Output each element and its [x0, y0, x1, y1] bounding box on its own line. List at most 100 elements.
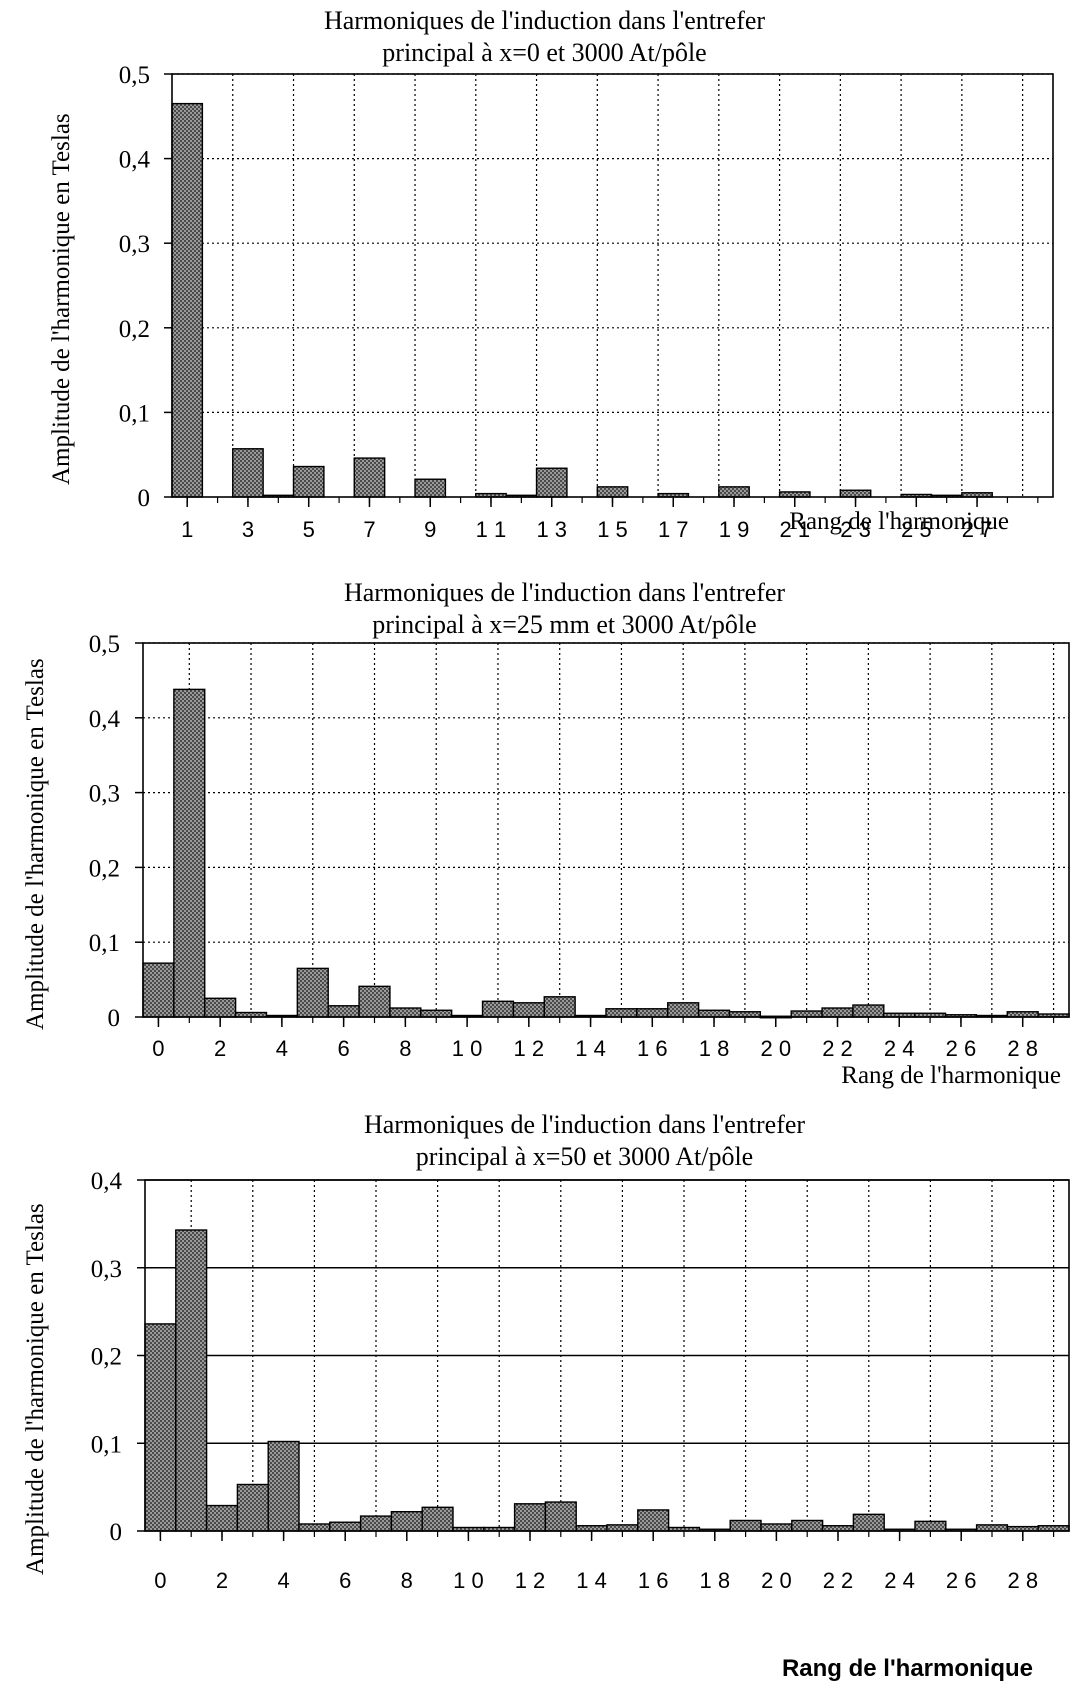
x-tick-label: 7 — [363, 517, 375, 542]
x-tick-label: 2 2 — [822, 1036, 853, 1061]
bar — [298, 1523, 331, 1532]
bar — [267, 1440, 300, 1532]
bar — [329, 1521, 362, 1532]
x-tick-label: 8 — [401, 1568, 413, 1593]
y-tick-label: 0,2 — [91, 1344, 122, 1371]
chart-panel-2: Harmoniques de l'induction dans l'entref… — [22, 578, 1070, 1089]
x-tick-label: 2 6 — [946, 1568, 977, 1593]
y-tick-label: 0,1 — [119, 400, 150, 427]
chart-subtitle-3: principal à x=50 et 3000 At/pôle — [415, 1142, 754, 1171]
x-tick-label: 1 0 — [453, 1568, 484, 1593]
x-tick-label: 1 1 — [476, 517, 507, 542]
x-tick-label: 1 — [181, 517, 193, 542]
x-tick-label: 2 — [214, 1036, 226, 1061]
x-tick-label: 2 — [216, 1568, 228, 1593]
x-tick-label: 2 3 — [840, 517, 871, 542]
x-axis-label-3: Rang de l'harmonique — [781, 1655, 1033, 1682]
bar — [144, 1323, 177, 1532]
x-tick-label: 2 2 — [823, 1568, 854, 1593]
bar — [359, 1515, 393, 1532]
x-tick-label: 1 3 — [536, 517, 567, 542]
x-tick-label: 1 8 — [700, 1568, 731, 1593]
x-tick-label: 2 1 — [779, 517, 810, 542]
bar — [390, 1510, 423, 1532]
x-tick-label: 1 5 — [597, 517, 628, 542]
x-tick-label: 2 8 — [1008, 1568, 1039, 1593]
x-tick-label: 6 — [339, 1568, 351, 1593]
y-tick-label: 0 — [110, 1519, 123, 1546]
x-tick-label: 1 4 — [575, 1036, 606, 1061]
bar — [513, 1503, 547, 1532]
x-tick-label: 2 4 — [884, 1036, 915, 1061]
chart-title-1: Harmoniques de l'induction dans l'entref… — [323, 6, 766, 35]
y-tick-label: 0 — [138, 485, 151, 512]
bar — [760, 1523, 793, 1532]
bar — [142, 962, 175, 1018]
x-tick-label: 3 — [242, 517, 254, 542]
bar — [171, 102, 204, 498]
bar — [236, 1483, 269, 1532]
x-axis-label-2: Rang de l'harmonique — [841, 1062, 1061, 1089]
bar — [852, 1513, 885, 1532]
y-tick-label: 0,4 — [89, 706, 121, 733]
y-tick-label: 0,1 — [89, 930, 120, 957]
x-tick-label: 1 6 — [637, 1036, 668, 1061]
x-tick-label: 1 0 — [452, 1036, 483, 1061]
x-tick-label: 2 0 — [760, 1036, 791, 1061]
y-tick-label: 0,2 — [89, 855, 120, 882]
bar — [975, 1524, 1009, 1532]
y-tick-label: 0,4 — [119, 147, 151, 174]
y-tick-label: 0,5 — [119, 62, 150, 89]
x-tick-label: 5 — [303, 517, 315, 542]
x-tick-label: 1 8 — [699, 1036, 730, 1061]
x-tick-label: 2 7 — [962, 517, 993, 542]
x-tick-label: 9 — [424, 517, 436, 542]
y-tick-label: 0,3 — [89, 781, 120, 808]
x-tick-label: 2 4 — [884, 1568, 915, 1593]
chart-subtitle-2: principal à x=25 mm et 3000 At/pôle — [372, 610, 757, 639]
x-tick-label: 0 — [152, 1036, 164, 1061]
x-tick-label: 1 7 — [658, 517, 689, 542]
x-tick-label: 2 5 — [901, 517, 932, 542]
bar — [175, 1229, 208, 1532]
chart-subtitle-1: principal à x=0 et 3000 At/pôle — [382, 38, 707, 67]
x-axis-label-1: Rang de l'harmonique — [789, 508, 1009, 535]
chart-title-3: Harmoniques de l'induction dans l'entref… — [363, 1110, 806, 1139]
x-tick-label: 2 0 — [761, 1568, 792, 1593]
bar — [637, 1509, 670, 1532]
x-tick-label: 1 2 — [515, 1568, 546, 1593]
plot-frame — [171, 73, 1054, 498]
bar — [914, 1520, 947, 1532]
chart-title-2: Harmoniques de l'induction dans l'entref… — [343, 578, 786, 607]
bar — [353, 457, 386, 498]
x-tick-label: 2 6 — [946, 1036, 977, 1061]
plot-frame — [142, 642, 1070, 1018]
bar — [205, 1504, 239, 1532]
bar — [606, 1524, 639, 1532]
bar — [544, 1501, 577, 1532]
plot-frame — [144, 1179, 1070, 1532]
bar — [535, 467, 568, 498]
bar — [232, 448, 264, 498]
x-tick-label: 4 — [276, 1036, 288, 1061]
bar — [421, 1506, 454, 1532]
y-tick-label: 0 — [108, 1005, 121, 1032]
x-tick-label: 1 6 — [638, 1568, 669, 1593]
bar — [791, 1519, 824, 1532]
y-tick-label: 0,4 — [91, 1168, 123, 1195]
bar — [729, 1519, 762, 1532]
x-tick-label: 0 — [154, 1568, 166, 1593]
x-tick-label: 6 — [338, 1036, 350, 1061]
bar — [173, 688, 206, 1018]
x-tick-label: 2 8 — [1007, 1036, 1038, 1061]
y-tick-label: 0,3 — [119, 231, 150, 258]
y-tick-label: 0,5 — [89, 631, 120, 658]
chart-panel-1: Harmoniques de l'induction dans l'entref… — [0, 0, 1089, 542]
x-tick-label: 1 9 — [719, 517, 750, 542]
x-tick-label: 1 4 — [576, 1568, 607, 1593]
x-tick-label: 4 — [277, 1568, 289, 1593]
